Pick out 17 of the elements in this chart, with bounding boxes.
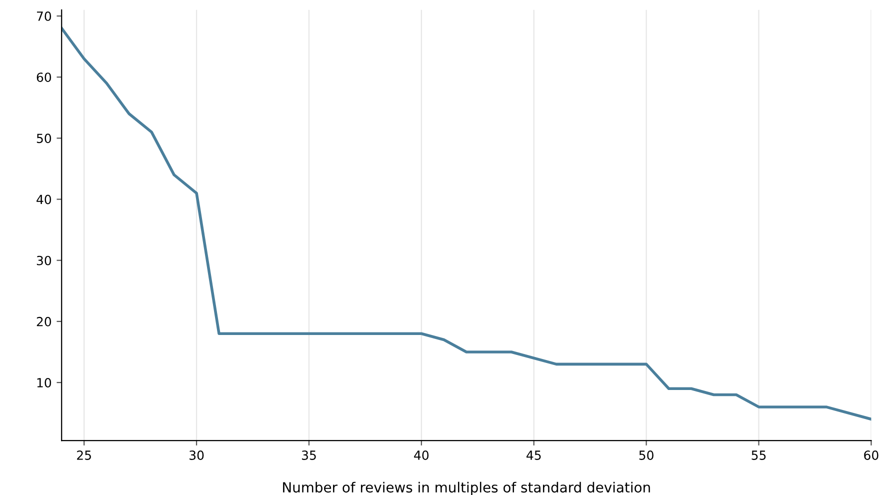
x-tick-label: 30: [190, 450, 204, 460]
y-tick-label: 50: [36, 134, 52, 144]
y-tick-label: 70: [36, 11, 52, 21]
x-tick-label: 25: [77, 450, 91, 460]
x-tick-label: 60: [864, 450, 878, 460]
y-tick-label: 10: [37, 378, 52, 388]
x-axis-title: Number of reviews in multiples of standard deviation: [283, 482, 650, 495]
y-tick-label: 30: [36, 256, 52, 266]
x-tick-label: 50: [639, 450, 654, 460]
y-tick-label: 40: [36, 194, 52, 204]
y-tick-label: 20: [36, 316, 52, 326]
y-tick-label: 60: [36, 72, 52, 82]
x-tick-label: 55: [752, 450, 766, 460]
x-tick-label: 35: [302, 450, 316, 460]
x-tick-label: 45: [526, 450, 541, 460]
x-tick-label: 40: [414, 450, 429, 460]
line-series: [62, 26, 872, 421]
